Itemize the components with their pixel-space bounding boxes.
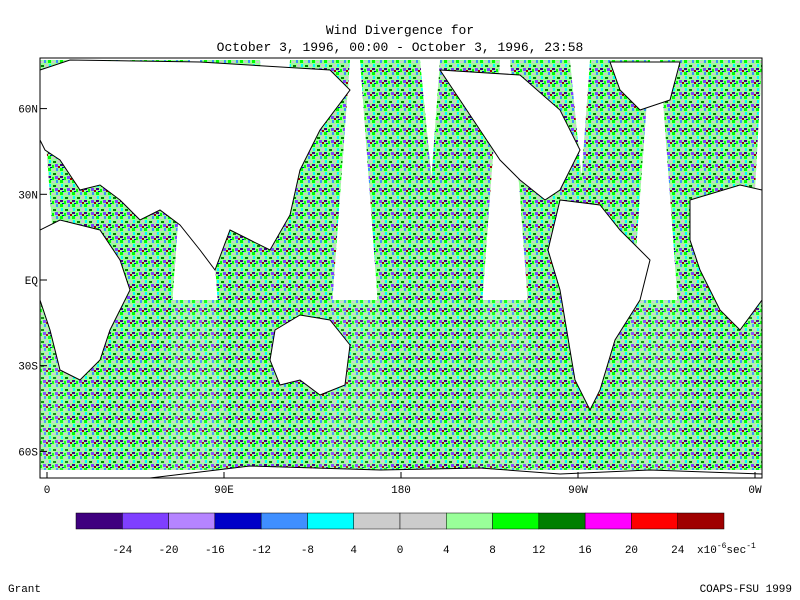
unit-exponent: -1 <box>746 542 756 551</box>
colorbar-label: 16 <box>579 545 592 557</box>
colorbar-swatch <box>631 512 678 530</box>
unit-name: sec <box>726 545 746 557</box>
lon-tick-label: 90E <box>214 485 234 497</box>
title: Wind Divergence for <box>326 23 474 38</box>
colorbar-swatch <box>260 512 308 530</box>
colorbar-swatch <box>122 512 169 530</box>
colorbar-label: 20 <box>625 545 638 557</box>
colorbar-label: 4 <box>443 545 450 557</box>
lat-tick-label: 60S <box>18 447 38 459</box>
lat-tick-label: 60N <box>18 105 38 117</box>
colorbar-unit: x10-6sec-1 <box>697 542 756 557</box>
footer-left: Grant <box>8 584 41 596</box>
colorbar-label: -12 <box>251 545 271 557</box>
lon-tick-label: 0 <box>44 485 51 497</box>
colorbar-swatch <box>307 512 354 530</box>
subtitle: October 3, 1996, 00:00 - October 3, 1996… <box>217 40 584 55</box>
colorbar-swatch <box>538 512 586 530</box>
lon-tick-label: 180 <box>391 485 411 497</box>
colorbar-label: -16 <box>205 545 225 557</box>
lat-tick-label: EQ <box>25 276 39 288</box>
land <box>40 59 762 478</box>
colorbar-label: -8 <box>301 545 314 557</box>
lat-tick-label: 30S <box>18 362 38 374</box>
colorbar-swatch <box>399 512 447 530</box>
colorbar-label: 24 <box>671 545 685 557</box>
colorbar-swatch <box>492 512 540 530</box>
colorbar-swatch <box>677 512 725 530</box>
colorbar-label: 0 <box>397 545 404 557</box>
unit-exponent: -6 <box>717 542 727 551</box>
map-area <box>40 58 762 478</box>
colorbar-swatch <box>168 512 216 530</box>
colorbar-swatch <box>353 512 401 530</box>
colorbar-label: -24 <box>112 545 132 557</box>
colorbar-swatch <box>75 512 123 530</box>
unit-base: x10 <box>697 545 717 557</box>
colorbar-label: 8 <box>489 545 496 557</box>
lon-tick-label: 90W <box>568 485 588 497</box>
colorbar-label: 4 <box>350 545 357 557</box>
colorbar-swatch <box>446 512 493 530</box>
colorbar-swatch <box>584 512 632 530</box>
colorbar-swatch <box>214 512 262 530</box>
colorbar-label: -20 <box>159 545 179 557</box>
lat-tick-label: 30N <box>18 190 38 202</box>
lon-tick-label: 0W <box>748 485 762 497</box>
colorbar-label: 12 <box>532 545 545 557</box>
footer-right: COAPS-FSU 1999 <box>700 584 792 596</box>
